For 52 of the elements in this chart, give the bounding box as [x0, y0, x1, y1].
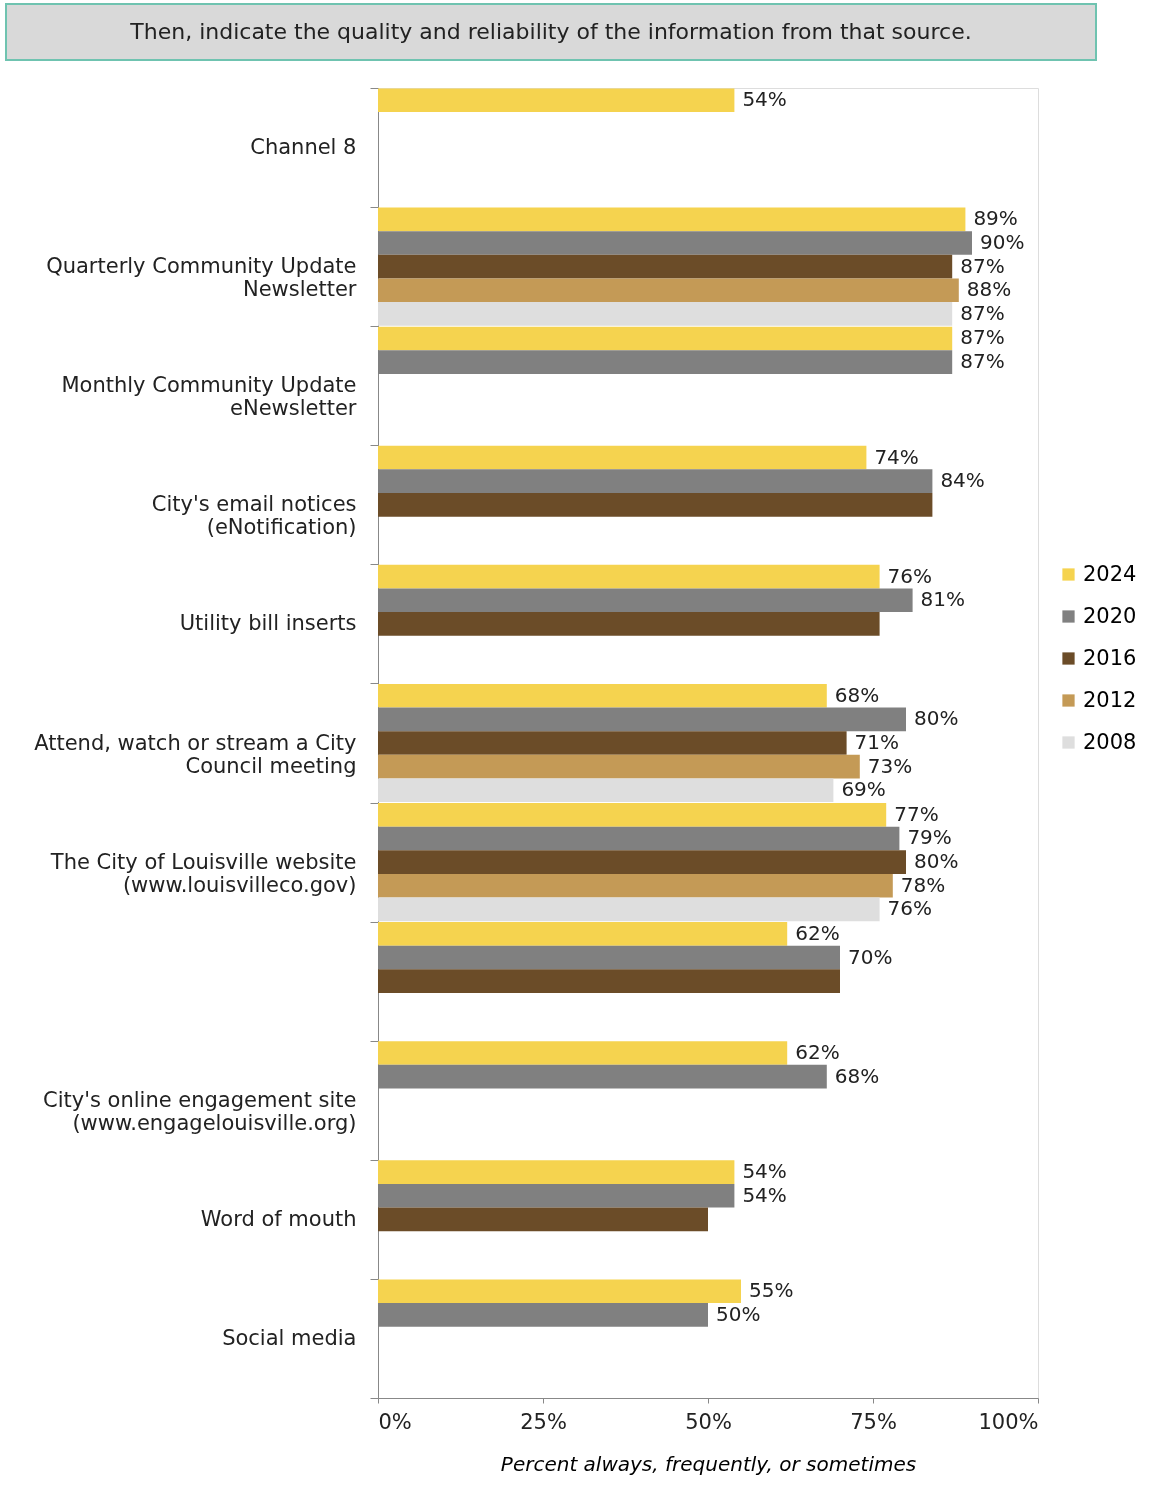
data-label: 89%	[973, 206, 1018, 231]
data-label: 68%	[834, 1063, 880, 1088]
legend-label: 2024	[1083, 561, 1137, 586]
data-label: 71%	[854, 730, 900, 754]
chart-title: Then, indicate the quality and reliability of the information from that source.	[129, 19, 972, 44]
data-label: 87%	[960, 349, 1005, 374]
data-label: 80%	[914, 706, 959, 731]
data-label: 84%	[940, 468, 985, 493]
y-tick-label: City's email notices (eNotification)	[151, 492, 357, 540]
legend-label: 2012	[1083, 687, 1137, 712]
data-label: 73%	[867, 753, 913, 778]
y-tick-label: Attend, watch or stream a City Council meeting	[34, 730, 357, 778]
data-label: 62%	[795, 1040, 840, 1065]
data-label: 50%	[716, 1301, 761, 1326]
x-tick-label: 50%	[685, 1409, 732, 1434]
x-axis-title: Percent always, frequently, or sometimes	[500, 1451, 917, 1476]
data-label: 87%	[960, 253, 1005, 278]
legend-label: 2016	[1083, 645, 1137, 670]
data-label: 54%	[742, 1159, 787, 1184]
legend-label: 2008	[1083, 729, 1137, 754]
y-tick-label: City's online engagement site (www.engagelouisville.org)	[43, 1087, 357, 1135]
data-label: 54%	[742, 1182, 787, 1207]
y-tick-label: Monthly Community Update eNewsletter	[61, 373, 357, 421]
x-tick-label: 100%	[978, 1409, 1039, 1434]
y-tick-label: Word of mouth	[200, 1206, 357, 1231]
data-label: 69%	[841, 777, 886, 802]
data-label: 87%	[960, 300, 1005, 325]
data-label: 76%	[887, 896, 933, 921]
x-tick-label: 25%	[520, 1409, 567, 1434]
data-label: 70%	[848, 944, 893, 969]
legend-label: 2020	[1083, 603, 1137, 628]
data-label: 55%	[749, 1278, 794, 1303]
data-label: 80%	[914, 849, 959, 874]
data-label: 81%	[920, 587, 966, 612]
data-label: 62%	[795, 920, 840, 945]
data-label: 74%	[874, 444, 919, 469]
y-tick-label: Social media	[222, 1325, 357, 1350]
data-label: 77%	[894, 801, 939, 826]
x-tick-label: 75%	[850, 1409, 897, 1434]
data-label: 88%	[966, 277, 1012, 302]
y-tick-label: Quarterly Community Update Newsletter	[46, 254, 357, 302]
y-tick-label: Channel 8	[250, 135, 357, 160]
data-label: 87%	[960, 325, 1005, 350]
data-label: 78%	[900, 872, 946, 897]
data-label: 54%	[742, 87, 787, 112]
y-tick-label: The City of Louisville website (www.louisvilleco.gov)	[49, 849, 357, 897]
x-tick-label: 0%	[378, 1409, 412, 1434]
data-label: 79%	[907, 825, 952, 850]
data-label: 90%	[980, 230, 1025, 255]
data-label: 76%	[887, 563, 933, 588]
data-label: 68%	[834, 682, 880, 707]
y-tick-label: Utility bill inserts	[179, 611, 357, 636]
